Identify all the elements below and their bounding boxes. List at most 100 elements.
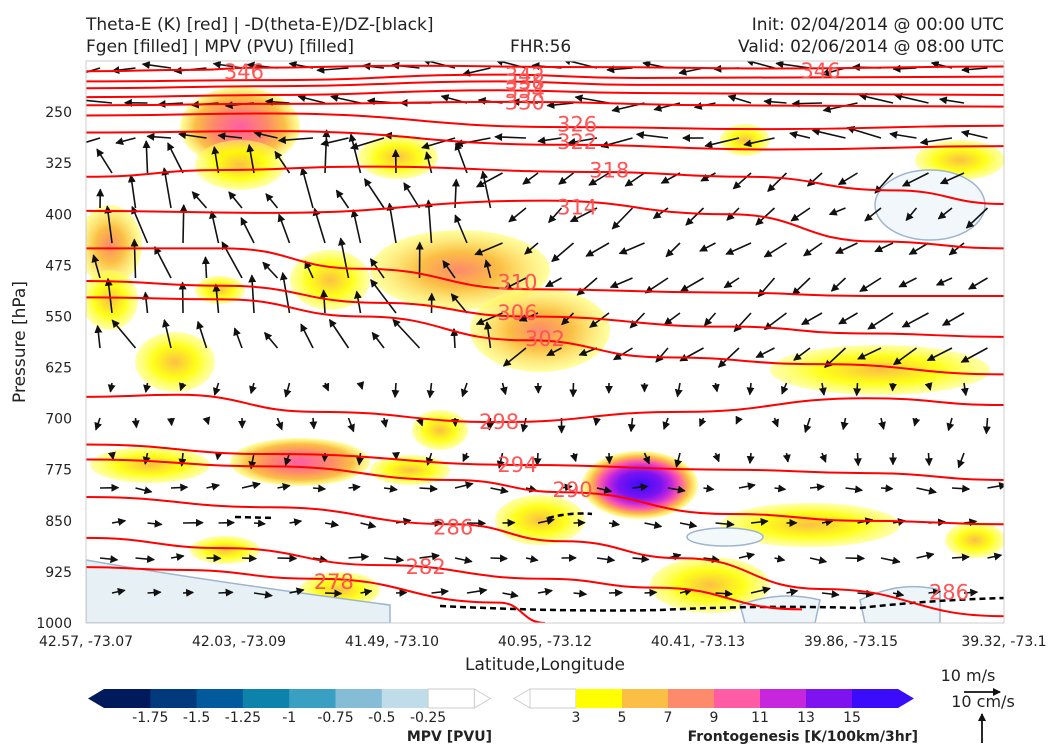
- wind-vector: [738, 482, 756, 491]
- mpv-colorbar-swatch: [381, 689, 429, 708]
- wind-vector: [240, 217, 255, 244]
- wind-vector: [503, 277, 527, 290]
- wind-vector: [228, 191, 243, 209]
- wind-vector: [324, 520, 340, 529]
- wind-vector: [474, 242, 503, 256]
- wind-vector: [771, 417, 779, 428]
- wind-vector: [791, 277, 811, 296]
- wind-vector: [963, 588, 979, 597]
- wind-vector: [685, 207, 705, 226]
- wind-vector: [864, 207, 882, 222]
- wind-vector: [960, 382, 969, 397]
- wind-vector: [111, 319, 137, 349]
- wind-vector: [750, 517, 769, 526]
- wind-vector: [916, 486, 937, 495]
- wind-key: 10 m/s 10 cm/s: [941, 666, 1015, 743]
- wind-vector: [723, 277, 740, 289]
- x-tick-label: 42.57, -73.07: [39, 634, 133, 650]
- wind-vector: [142, 140, 151, 174]
- x-tick-label: 39.86, -73.15: [804, 634, 898, 650]
- fgen-colorbar-label: Frontogenesis [K/100km/3hr]: [688, 729, 918, 745]
- wind-vector: [750, 586, 771, 595]
- mpv-colorbar-swatch: [289, 689, 336, 708]
- wind-vector: [674, 382, 683, 398]
- fgen-blob: [650, 557, 770, 613]
- wind-key-horizontal-label: 10 m/s: [941, 666, 996, 685]
- wind-vector: [426, 382, 435, 399]
- wind-vector: [241, 481, 261, 490]
- wind-vector: [717, 347, 740, 368]
- init-time: Init: 02/04/2014 @ 00:00 UTC: [751, 15, 1004, 35]
- fgen-colorbar-swatch: [622, 689, 669, 708]
- wind-vector: [104, 205, 113, 244]
- wind-vector: [209, 210, 220, 244]
- wind-vector: [806, 172, 823, 187]
- wind-vector: [131, 205, 149, 244]
- wind-vector: [837, 172, 858, 186]
- mpv-colorbar-swatch: [104, 689, 151, 708]
- fgen-colorbar-extend: [898, 689, 914, 708]
- wind-vector: [348, 553, 370, 562]
- wind-vector: [951, 484, 971, 493]
- wind-vector: [711, 382, 720, 393]
- wind-vector: [905, 207, 918, 222]
- wind-vector: [573, 589, 588, 598]
- mpv-colorbar-swatch: [242, 689, 290, 708]
- x-tick-label: 39.32, -73.1: [961, 634, 1046, 650]
- wind-vector: [179, 203, 188, 244]
- wind-vector: [86, 137, 101, 144]
- wind-vector: [924, 452, 933, 467]
- wind-vector: [330, 94, 361, 104]
- theta-e-contour: [86, 165, 1004, 206]
- wind-vector: [665, 242, 681, 258]
- wind-vector: [609, 277, 633, 289]
- wind-vector: [704, 137, 740, 149]
- wind-vector: [450, 293, 468, 314]
- wind-vector: [569, 207, 598, 223]
- wind-vector: [790, 207, 811, 222]
- theta-e-contour-label: 290: [552, 478, 592, 502]
- wind-vector: [142, 291, 151, 314]
- wind-vector: [99, 555, 119, 564]
- theta-e-contour-label: 282: [406, 555, 446, 579]
- theta-e-contour-label: 338: [505, 70, 545, 94]
- fgen-colorbar-tick: 3: [572, 710, 581, 726]
- theta-e-contour: [86, 443, 1004, 481]
- y-tick-label: 400: [45, 207, 72, 223]
- theta-e-contour: [86, 130, 1004, 151]
- wind-vector: [419, 552, 440, 561]
- wind-vector: [135, 555, 156, 564]
- wind-vector: [818, 382, 827, 396]
- wind-vector: [371, 331, 385, 349]
- theta-e-contour-label: 294: [497, 453, 537, 477]
- mpv-colorbar-swatch: [196, 689, 244, 708]
- theta-e-contour: [86, 280, 1004, 338]
- wind-vector: [596, 485, 613, 494]
- y-tick-label: 625: [45, 361, 72, 377]
- title-line-1: Theta-E (K) [red] | -D(theta-E)/DZ-[blac…: [86, 15, 434, 35]
- wind-vector: [104, 277, 113, 314]
- wind-vector: [893, 92, 929, 104]
- mpv-colorbar-tick: -0.25: [410, 710, 446, 726]
- wind-vector: [324, 589, 343, 598]
- wind-vector: [161, 167, 172, 209]
- wind-vector: [262, 261, 279, 279]
- wind-vector: [96, 148, 113, 174]
- wind-vector: [789, 130, 811, 139]
- wind-vector: [793, 347, 811, 361]
- wind-vector: [735, 415, 743, 425]
- wind-vector: [167, 142, 184, 174]
- wind-vector: [466, 587, 488, 595]
- wind-vector: [662, 417, 671, 431]
- mpv-negative-contour: [686, 527, 764, 547]
- wind-vector: [926, 347, 953, 362]
- wind-vector: [892, 64, 917, 73]
- wind-vector: [960, 129, 988, 139]
- fgen-colorbar-swatch: [806, 689, 853, 708]
- wind-vector: [629, 312, 646, 329]
- theta-e-contour: [86, 112, 1004, 131]
- wind-vector: [167, 417, 176, 427]
- wind-vector: [312, 207, 326, 244]
- wind-vector: [277, 213, 291, 244]
- mpv-colorbar-tick: -1.5: [183, 710, 210, 726]
